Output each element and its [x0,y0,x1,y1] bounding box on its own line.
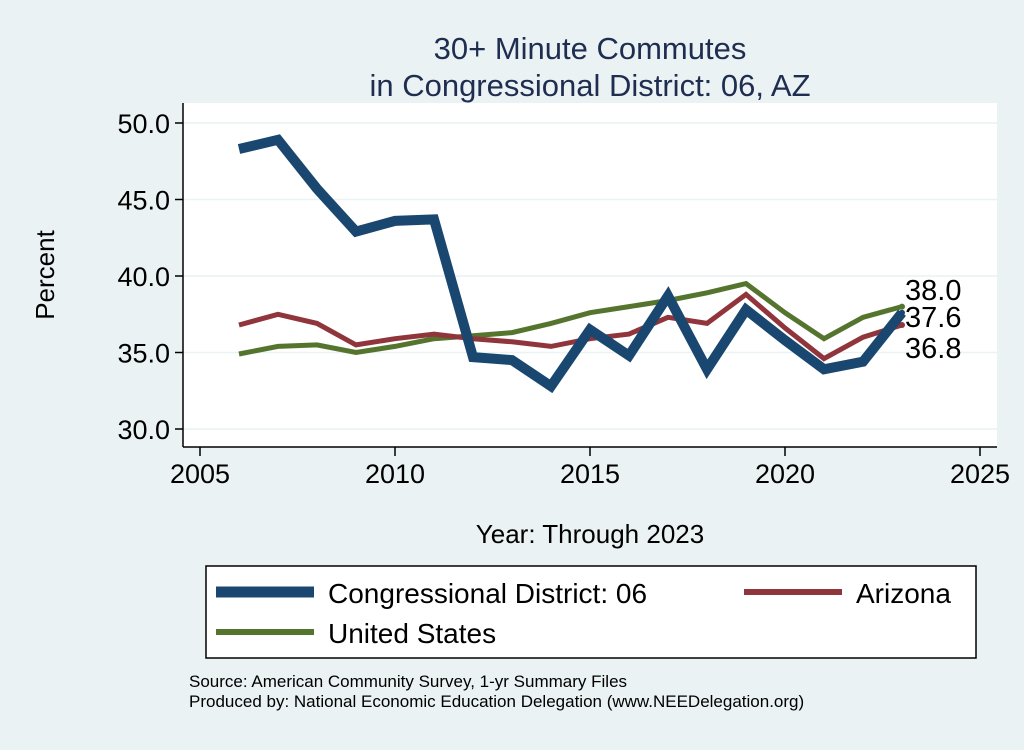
end-label-arizona: 36.8 [905,333,961,365]
legend-label-arizona: Arizona [856,578,951,609]
x-axis-title: Year: Through 2023 [476,519,704,549]
series-point-arizona [899,321,905,328]
y-tick-label-50: 50.0 [117,109,170,139]
y-tick-label-30: 30.0 [117,415,170,445]
series-line-united-states [238,280,903,357]
series-line-district [237,134,906,394]
series-point-district [899,309,905,316]
legend-item-arizona: Arizona [744,578,951,609]
chart-title-line-2: in Congressional District: 06, AZ [369,68,810,103]
produced-by-note: Produced by: National Economic Education… [189,692,804,711]
x-tick-label-2005: 2005 [170,459,230,489]
end-label-district: 37.6 [905,302,961,334]
legend-label-district: Congressional District: 06 [328,578,647,609]
legend-label-united-states: United States [328,618,496,649]
series-lines [237,134,906,394]
y-tick-label-35: 35.0 [117,339,170,369]
chart-title-line-1: 30+ Minute Commutes [434,31,747,66]
plot-area [183,103,997,447]
legend-item-united-states: United States [216,618,496,649]
end-label-united-states: 38.0 [905,275,961,307]
series-line-arizona [238,291,903,362]
source-note: Source: American Community Survey, 1-yr … [189,672,627,691]
y-tick-label-45: 45.0 [117,186,170,216]
legend-item-district: Congressional District: 06 [216,578,647,609]
x-tick-label-2025: 2025 [950,459,1010,489]
x-tick-label-2015: 2015 [560,459,620,489]
y-axis-title: Percent [30,229,60,319]
legend-box [205,565,977,659]
y-tick-label-40: 40.0 [117,262,170,292]
gridlines [183,122,997,430]
series-point-united-states [899,303,905,310]
y-axis-ticks: 30.0 35.0 40.0 45.0 50.0 [117,109,183,445]
x-axis-ticks: 2005 2010 2015 2020 2025 [170,447,1010,489]
x-tick-label-2010: 2010 [365,459,425,489]
end-labels: 38.037.636.8 [905,275,961,365]
x-tick-label-2020: 2020 [755,459,815,489]
